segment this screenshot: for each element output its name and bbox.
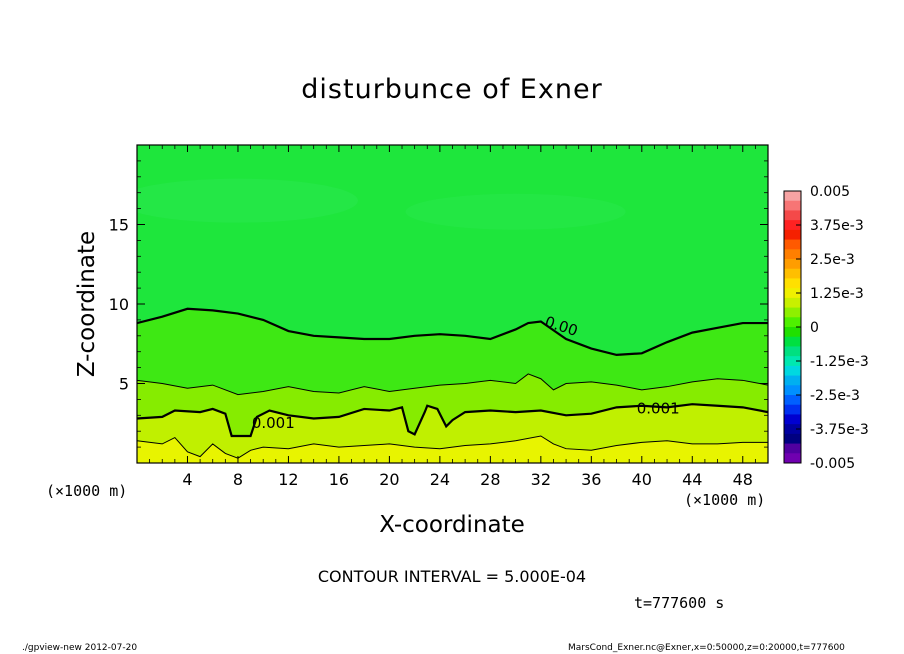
colorbar-swatch bbox=[784, 424, 801, 435]
band-patch bbox=[405, 193, 626, 230]
x-tick-label: 8 bbox=[233, 470, 243, 489]
y-tick-label: 10 bbox=[109, 295, 129, 314]
x-tick-label: 44 bbox=[682, 470, 702, 489]
colorbar-swatch bbox=[784, 259, 801, 270]
x-tick-label: 20 bbox=[379, 470, 399, 489]
colorbar-swatch bbox=[784, 220, 801, 231]
time-stamp: t=777600 s bbox=[634, 594, 725, 612]
x-tick-label: 36 bbox=[581, 470, 601, 489]
y-unit-label: (×1000 m) bbox=[46, 482, 128, 500]
band-below-level-3 bbox=[137, 435, 768, 463]
colorbar-swatch bbox=[784, 229, 801, 241]
colorbar-label: 2.5e-3 bbox=[810, 252, 855, 268]
colorbar-swatch bbox=[784, 443, 801, 454]
colorbar-swatch bbox=[784, 249, 801, 260]
colorbar-swatch bbox=[784, 346, 801, 357]
footer-data-source: MarsCond_Exner.nc@Exner,x=0:50000,z=0:20… bbox=[568, 643, 845, 653]
x-tick-label: 28 bbox=[480, 470, 500, 489]
chart-title: disturbunce of Exner bbox=[301, 74, 603, 105]
colorbar-swatch bbox=[784, 200, 801, 211]
x-tick-label: 4 bbox=[182, 470, 192, 489]
contour-lines bbox=[137, 307, 768, 459]
contour-line-0 bbox=[137, 307, 768, 356]
x-axis-label: X-coordinate bbox=[379, 512, 525, 538]
colorbar-label: 0 bbox=[810, 320, 819, 336]
colorbar-swatch bbox=[784, 268, 801, 279]
colorbar-swatch bbox=[784, 453, 801, 464]
colorbar-swatch bbox=[784, 414, 801, 425]
colorbar-label: -3.75e-3 bbox=[810, 422, 869, 438]
x-tick-label: 16 bbox=[329, 470, 349, 489]
colorbar-swatch bbox=[784, 433, 801, 445]
color-field bbox=[137, 145, 768, 463]
colorbar-label: -0.005 bbox=[810, 456, 855, 472]
colorbar-swatch bbox=[784, 297, 801, 309]
colorbar-swatch bbox=[784, 288, 801, 299]
contour-label: 0.001 bbox=[252, 414, 295, 432]
colorbar-swatch bbox=[784, 385, 801, 396]
x-tick-label: 24 bbox=[430, 470, 450, 489]
band-patch bbox=[137, 178, 358, 223]
colorbar-swatch bbox=[784, 278, 801, 289]
colorbar-label: 3.75e-3 bbox=[810, 218, 864, 234]
colorbar-swatch bbox=[784, 395, 801, 406]
x-tick-label: 48 bbox=[733, 470, 753, 489]
colorbar-swatch bbox=[784, 210, 801, 221]
x-tick-label: 12 bbox=[278, 470, 298, 489]
contour-line-2 bbox=[137, 403, 768, 438]
colorbar-swatch bbox=[784, 365, 801, 377]
colorbar-swatch bbox=[784, 336, 801, 347]
contour-line-1 bbox=[137, 373, 768, 396]
colorbar-swatch bbox=[784, 327, 801, 338]
contour-interval-note: CONTOUR INTERVAL = 5.000E-04 bbox=[317, 567, 587, 586]
colorbar-swatch bbox=[784, 356, 801, 367]
colorbar-swatch bbox=[784, 317, 801, 328]
x-tick-label: 32 bbox=[531, 470, 551, 489]
contour-line-3 bbox=[137, 435, 768, 459]
y-tick-label: 15 bbox=[109, 216, 129, 235]
footer-program-info: ./gpview-new 2012-07-20 bbox=[22, 643, 138, 653]
colorbar: 0.005 3.75e-3 2.5e-3 1.25e-3 0 -1.25e-3 -2.5e-… bbox=[783, 184, 869, 472]
colorbar-label: 1.25e-3 bbox=[810, 286, 864, 302]
x-tick-label: 40 bbox=[632, 470, 652, 489]
colorbar-swatch bbox=[784, 307, 801, 318]
y-tick-label: 5 bbox=[119, 375, 129, 394]
colorbar-label: 0.005 bbox=[810, 184, 850, 200]
colorbar-swatch bbox=[784, 239, 801, 250]
y-axis-label: Z-coordinate bbox=[74, 231, 100, 377]
colorbar-swatch bbox=[784, 191, 801, 202]
x-unit-label: (×1000 m) bbox=[684, 491, 766, 509]
contour-label: 0.001 bbox=[637, 400, 680, 418]
colorbar-swatch bbox=[784, 375, 801, 386]
colorbar-label: -1.25e-3 bbox=[810, 354, 869, 370]
colorbar-swatch bbox=[784, 404, 801, 415]
colorbar-label: -2.5e-3 bbox=[810, 388, 860, 404]
